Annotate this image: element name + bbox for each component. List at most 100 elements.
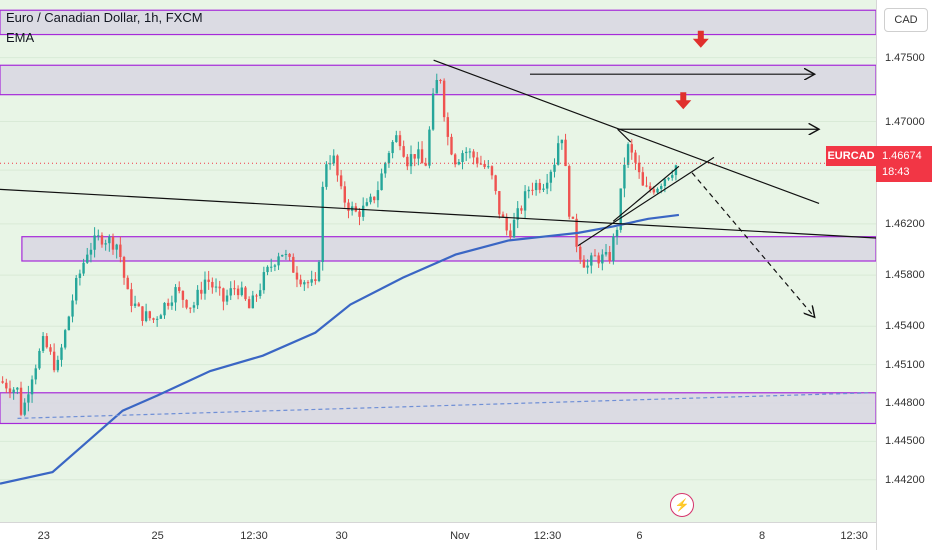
candle-body [534, 182, 538, 191]
candle-body [288, 253, 291, 257]
trendline [617, 128, 632, 143]
flash-icon[interactable]: ⚡ [670, 493, 694, 517]
candle-body [240, 287, 243, 296]
support-resistance-zone [0, 392, 876, 425]
candle-body [656, 188, 659, 193]
price-axis-label: 1.44200 [885, 473, 925, 486]
candle-body [431, 93, 435, 130]
candle-body [178, 287, 181, 291]
candle-body [78, 273, 82, 278]
candle-body [189, 307, 192, 309]
current-price-tag: 1.46674 18:43 [876, 146, 932, 182]
candle-body [560, 139, 564, 144]
candle-body [461, 153, 464, 162]
candle-body [420, 149, 424, 164]
trendline [612, 165, 680, 222]
candle-body [218, 286, 221, 289]
support-resistance-zone [0, 9, 876, 36]
candle-body [413, 154, 416, 159]
chart-plot-area[interactable]: Euro / Canadian Dollar, 1h, FXCM EMA EUR… [0, 0, 876, 522]
candle-body [34, 368, 37, 380]
candle-body [498, 191, 501, 215]
candle-body [634, 152, 637, 163]
candle-body [387, 153, 391, 164]
candle-body [395, 135, 398, 142]
candle-body [104, 243, 107, 245]
candle-body [417, 149, 420, 159]
candle-body [553, 164, 556, 172]
candle-body [406, 156, 409, 167]
candle-body [1, 381, 4, 383]
candle-body [424, 163, 427, 166]
time-axis-label: 8 [759, 530, 766, 542]
symbol-tag: EURCAD [826, 146, 876, 166]
candle-body [97, 235, 100, 237]
candle-body [465, 151, 468, 154]
candle-body [86, 254, 89, 263]
candle-body [41, 336, 45, 351]
time-axis[interactable]: 23 25 12:30 30 Nov 12:30 6 8 12:30 [0, 522, 876, 551]
candle-body [251, 295, 255, 309]
candle-body [262, 272, 266, 291]
candle-body [122, 257, 126, 278]
candle-body [590, 255, 593, 266]
price-chart [0, 9, 876, 485]
candle-body [284, 253, 288, 255]
candle-body [82, 262, 85, 274]
bar-countdown: 18:43 [882, 166, 910, 178]
time-axis-label: 25 [151, 530, 164, 542]
candle-body [380, 173, 383, 191]
candle-body [144, 311, 148, 321]
candle-body [170, 302, 174, 306]
candle-body [211, 281, 214, 288]
candle-body [619, 188, 622, 230]
candle-body [203, 279, 207, 294]
candle-body [487, 166, 490, 168]
chart-title: Euro / Canadian Dollar, 1h, FXCM [6, 10, 203, 25]
candle-body [292, 256, 295, 273]
candle-body [512, 219, 516, 238]
price-axis-label: 1.47000 [885, 115, 925, 128]
candle-body [63, 330, 67, 348]
candle-body [373, 196, 376, 201]
candle-body [615, 229, 619, 237]
candle-body [545, 182, 549, 189]
indicator-label[interactable]: EMA [6, 30, 35, 45]
candle-body [27, 394, 30, 403]
candle-body [472, 151, 475, 158]
candle-body [336, 155, 339, 176]
candle-body [5, 382, 8, 389]
candle-body [266, 266, 269, 273]
candle-body [601, 254, 604, 264]
candle-body [516, 208, 519, 220]
candle-body [19, 387, 23, 415]
candle-body [604, 251, 608, 255]
candle-body [30, 379, 34, 395]
candle-body [115, 244, 118, 250]
candle-body [126, 277, 129, 290]
price-axis[interactable]: 1.475001.470001.466201.462001.458001.454… [876, 0, 932, 550]
candle-body [457, 161, 461, 165]
candle-body [93, 235, 96, 250]
candle-body [277, 256, 280, 266]
candle-body [509, 230, 512, 238]
candle-body [236, 288, 240, 296]
candle-body [8, 388, 12, 393]
candle-body [641, 172, 645, 186]
candle-body [67, 316, 71, 331]
trendline [577, 156, 715, 247]
candle-body [49, 347, 52, 352]
candle-body [273, 265, 277, 267]
price-axis-label: 1.44500 [885, 435, 925, 448]
candle-body [343, 186, 346, 203]
candle-body [369, 196, 372, 203]
candle-body [663, 179, 667, 187]
currency-button[interactable]: CAD [884, 8, 928, 32]
down-arrow-marker [692, 30, 709, 48]
candle-body [306, 282, 310, 284]
candle-body [626, 144, 630, 165]
candle-body [181, 290, 185, 300]
candle-body [200, 289, 203, 294]
current-price: 1.46674 [882, 150, 922, 162]
down-arrow-marker [675, 92, 692, 110]
